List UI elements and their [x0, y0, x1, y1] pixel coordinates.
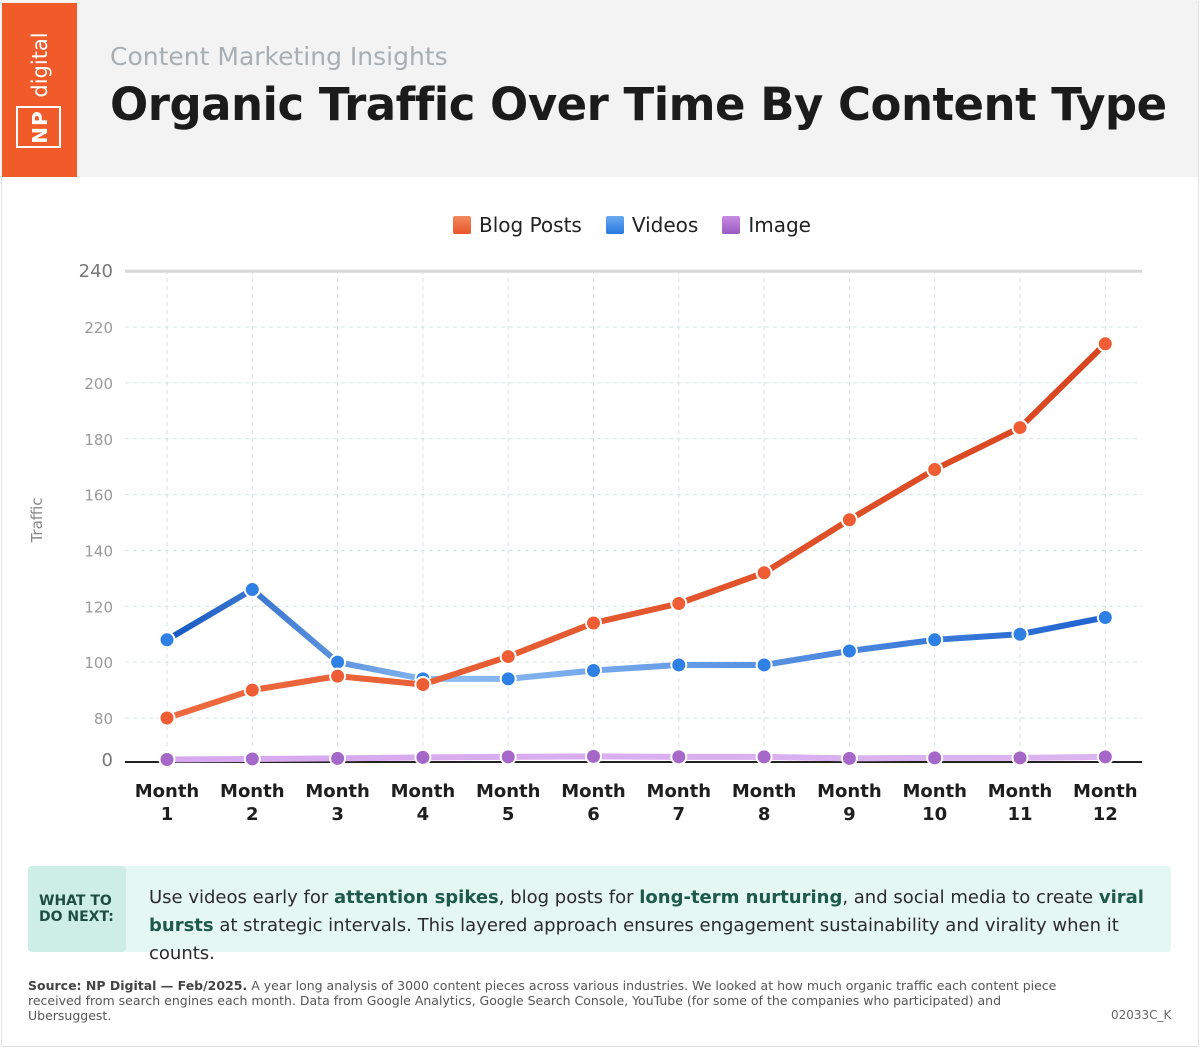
data-point-image: [158, 750, 176, 768]
data-point-videos: [243, 581, 261, 599]
x-tick-label: Month 9: [817, 781, 882, 825]
x-tick-label: Month 1: [135, 781, 200, 825]
data-point-videos: [926, 631, 944, 649]
x-tick-label: Month 2: [220, 781, 285, 825]
x-tick-label: Month 8: [732, 781, 797, 825]
data-point-videos: [499, 670, 517, 688]
data-point-blog-posts: [499, 648, 517, 666]
data-point-videos: [670, 656, 688, 674]
x-axis-ticks: Month 1 Month 2 Month 3 Month 4 Month 5 Month 6 Mont…: [135, 781, 1138, 825]
data-point-videos: [329, 653, 347, 671]
callout-highlight-viral: viral bursts: [149, 887, 1144, 936]
callout-text-part: at strategic intervals. This layered app…: [149, 915, 1119, 964]
data-point-image: [585, 747, 602, 765]
data-point-blog-posts: [755, 564, 773, 582]
data-point-videos: [840, 642, 858, 660]
np-digital-logo: NP digital: [2, 3, 77, 177]
legend-swatch-videos: [605, 216, 624, 234]
chart-legend: Blog Posts Videos Image: [453, 210, 811, 240]
source-label: Source: NP Digital — Feb/2025.: [28, 978, 248, 993]
source-text: A year long analysis of 3000 content pie…: [28, 978, 1057, 1023]
data-point-blog-posts: [1011, 419, 1029, 437]
data-point-videos: [1011, 625, 1029, 643]
y-axis-ticks: 0 80 100 120 140 160 180 200 220 240: [79, 261, 113, 771]
data-point-blog-posts: [840, 511, 858, 529]
legend-swatch-blog-posts: [453, 216, 471, 234]
data-point-image: [414, 748, 432, 766]
data-point-blog-posts: [243, 681, 261, 699]
data-point-image: [243, 750, 261, 768]
y-tick-label: 200: [84, 375, 113, 393]
data-point-videos: [1096, 608, 1114, 626]
data-point-blog-posts: [1096, 335, 1114, 353]
data-point-blog-posts: [414, 675, 432, 693]
what-to-do-next-callout: WHAT TO DO NEXT: Use videos early for at…: [28, 866, 1171, 964]
callout-text-part: , and social media to create: [842, 887, 1099, 908]
callout-tag: WHAT TO DO NEXT:: [28, 866, 126, 952]
callout-text-part: , blog posts for: [498, 887, 640, 908]
callout-highlight-nurturing: long-term nurturing: [639, 887, 843, 908]
x-tick-label: Month 5: [476, 781, 541, 825]
data-point-blog-posts: [329, 667, 347, 685]
data-point-image: [755, 748, 773, 766]
y-tick-label: 220: [84, 319, 113, 337]
data-point-image: [926, 749, 944, 767]
data-point-videos: [755, 656, 773, 674]
data-point-blog-posts: [585, 614, 602, 632]
y-tick-label: 80: [94, 710, 113, 728]
callout-text-part: Use videos early for: [149, 887, 334, 908]
data-point-videos: [585, 662, 602, 680]
legend-label-blog-posts: Blog Posts: [479, 213, 582, 237]
source-note: Source: NP Digital — Feb/2025. A year lo…: [28, 978, 1088, 1023]
callout-tag-line2: DO NEXT:: [39, 909, 114, 925]
data-point-blog-posts: [670, 595, 688, 613]
series-line-videos: [164, 586, 1109, 682]
legend-label-videos: Videos: [631, 213, 699, 237]
x-tick-label: Month 6: [561, 781, 626, 825]
y-tick-label: 180: [84, 431, 113, 449]
y-axis-label: Traffic: [28, 497, 46, 543]
y-tick-label: 160: [84, 487, 113, 505]
data-point-videos: [158, 631, 176, 649]
x-tick-label: Month 11: [988, 781, 1053, 825]
data-point-blog-posts: [926, 460, 944, 478]
y-tick-label: 140: [84, 542, 113, 560]
line-chart: 0 80 100 120 140 160 180 200 220 240 Month 1 Month 2…: [28, 261, 1142, 825]
legend-label-image: Image: [748, 213, 811, 237]
data-point-image: [329, 749, 347, 767]
header: NP digital Content Marketing Insights Or…: [0, 0, 1198, 177]
y-tick-label: 120: [84, 598, 113, 616]
callout-highlight-attention: attention spikes: [333, 887, 499, 908]
callout-text: Use videos early for attention spikes, b…: [149, 884, 1157, 968]
legend-swatch-image: [722, 216, 741, 234]
data-point-image: [1011, 749, 1029, 767]
x-tick-label: Month 3: [305, 781, 370, 825]
logo-box: [16, 106, 61, 148]
legend-item-blog-posts: Blog Posts: [453, 213, 582, 237]
x-tick-label: Month 12: [1073, 781, 1138, 825]
legend-item-image: Image: [722, 213, 811, 237]
y-tick-label: 0: [102, 750, 113, 771]
page-title: Organic Traffic Over Time By Content Typ…: [110, 78, 1167, 131]
y-tick-label: 240: [79, 261, 113, 282]
data-point-image: [840, 749, 858, 767]
series-line-blog-posts: [164, 340, 1109, 721]
chart-series: [158, 335, 1114, 768]
legend-item-videos: Videos: [605, 213, 699, 237]
callout-tag-line1: WHAT TO: [39, 893, 112, 909]
page-subtitle: Content Marketing Insights: [110, 42, 448, 71]
y-tick-label: 100: [84, 654, 113, 672]
series-line-image: [164, 753, 1109, 763]
x-tick-label: Month 4: [391, 781, 456, 825]
x-tick-label: Month 10: [902, 781, 967, 825]
data-point-image: [499, 748, 517, 766]
data-point-blog-posts: [158, 709, 176, 727]
x-tick-label: Month 7: [647, 781, 712, 825]
chart-code: 02033C_K: [1111, 1008, 1172, 1022]
data-point-image: [1096, 748, 1114, 766]
data-point-image: [670, 748, 688, 766]
